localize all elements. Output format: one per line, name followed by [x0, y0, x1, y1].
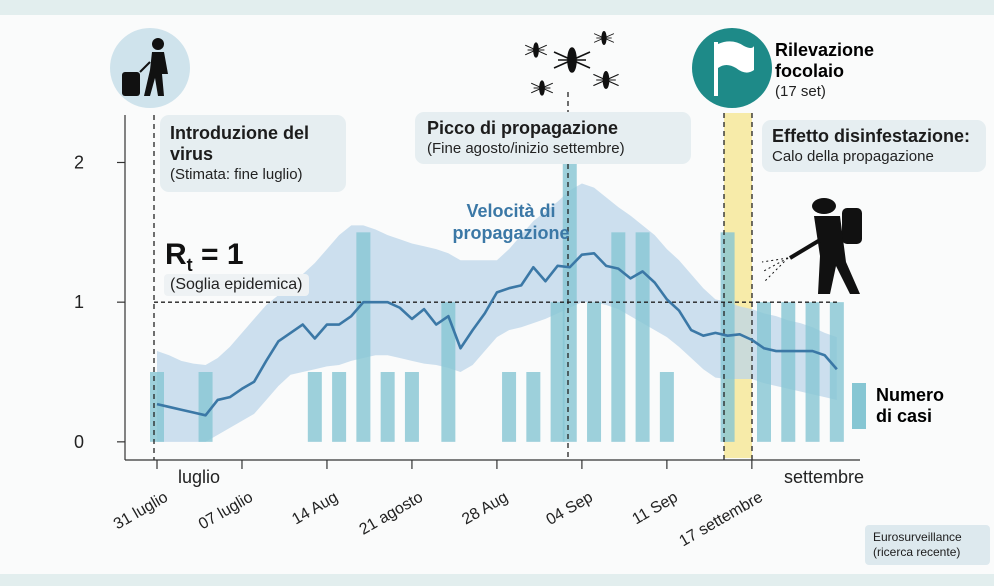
month-label: settembre: [784, 467, 865, 487]
line-series-label: Velocità di propagazione: [452, 201, 570, 243]
case-bar: [404, 372, 419, 442]
case-bar: [526, 372, 541, 442]
source-box: Eurosurveillance (ricerca recente): [865, 525, 990, 565]
legend-label: Numero di casi: [876, 385, 945, 426]
x-tick-label: 14 Aug: [289, 489, 341, 529]
x-tick-label: 21 agosto: [357, 489, 426, 539]
x-tick-label: 07 luglio: [196, 489, 256, 534]
month-label: luglio: [178, 467, 221, 487]
rt-note: (Soglia epidemica): [164, 274, 309, 296]
case-bar: [720, 232, 735, 442]
case-bar: [805, 302, 820, 442]
case-bar: [380, 372, 395, 442]
rt-label: Rt = 1: [165, 238, 244, 276]
x-tick-label: 28 Aug: [459, 489, 511, 529]
case-bar: [829, 302, 844, 442]
detection-title: Rilevazione focolaio: [775, 40, 875, 81]
top-strip: [0, 0, 994, 15]
rt-sub: t: [186, 255, 193, 275]
bottom-strip: [0, 574, 994, 586]
detection-label: Rilevazione focolaio (17 set): [775, 40, 893, 101]
case-bar: [502, 372, 517, 442]
flag-icon: [692, 28, 772, 108]
detection-note: (17 set): [775, 83, 826, 100]
intro-note: (Stimata: fine luglio): [170, 166, 303, 183]
intro-title: Introduzione del virus: [170, 123, 309, 164]
case-bar: [356, 232, 371, 442]
peak-box: Picco di propagazione (Fine agosto/inizi…: [415, 112, 691, 164]
rt-rest: = 1: [192, 238, 244, 271]
case-bar: [307, 372, 322, 442]
rt-line: [156, 251, 838, 417]
mosquito-icons: [525, 30, 619, 96]
rt-main: R: [165, 238, 187, 271]
traveler-icon: [110, 28, 190, 108]
effect-box: Effetto disinfestazione: Calo della prop…: [762, 120, 986, 172]
x-tick-label: 31 luglio: [111, 489, 171, 534]
y-tick-label: 0: [74, 432, 84, 452]
case-bar: [757, 302, 771, 442]
peak-note: (Fine agosto/inizio settembre): [427, 140, 625, 157]
intro-box: Introduzione del virus (Stimata: fine lu…: [160, 115, 346, 192]
y-tick-label: 2: [74, 152, 84, 172]
case-bar: [659, 372, 674, 442]
x-tick-label: 04 Sep: [543, 489, 596, 529]
case-bar: [781, 302, 796, 442]
sprayer-icon: [761, 198, 862, 294]
case-bar: [332, 372, 347, 442]
case-bar: [587, 302, 602, 442]
y-tick-label: 1: [74, 292, 84, 312]
legend-swatch: [852, 383, 866, 429]
case-bar: [150, 372, 164, 442]
case-bar: [611, 232, 626, 442]
effect-title: Effetto disinfestazione:: [772, 126, 971, 146]
case-bar: [441, 302, 456, 442]
x-tick-label: 17 settembre: [676, 489, 765, 550]
peak-title: Picco di propagazione: [427, 118, 619, 138]
case-bar: [198, 372, 213, 442]
confidence-band: [157, 183, 837, 442]
case-bar: [550, 302, 565, 442]
effect-note: Calo della propagazione: [772, 148, 934, 165]
case-bar: [635, 232, 650, 442]
x-tick-label: 11 Sep: [629, 489, 680, 529]
